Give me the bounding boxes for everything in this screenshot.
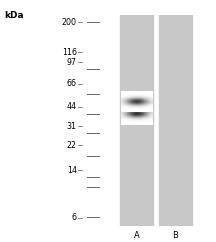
Text: 116: 116 [62,48,77,57]
Text: 66: 66 [67,79,77,88]
Text: 6: 6 [72,213,77,222]
Text: 200: 200 [62,18,77,27]
Text: 44: 44 [67,102,77,111]
Text: 97: 97 [67,58,77,67]
Text: A: A [134,231,139,240]
Text: 31: 31 [67,121,77,130]
Text: 22: 22 [67,141,77,150]
Text: kDa: kDa [4,11,24,20]
Text: B: B [172,231,178,240]
Text: 14: 14 [67,166,77,175]
